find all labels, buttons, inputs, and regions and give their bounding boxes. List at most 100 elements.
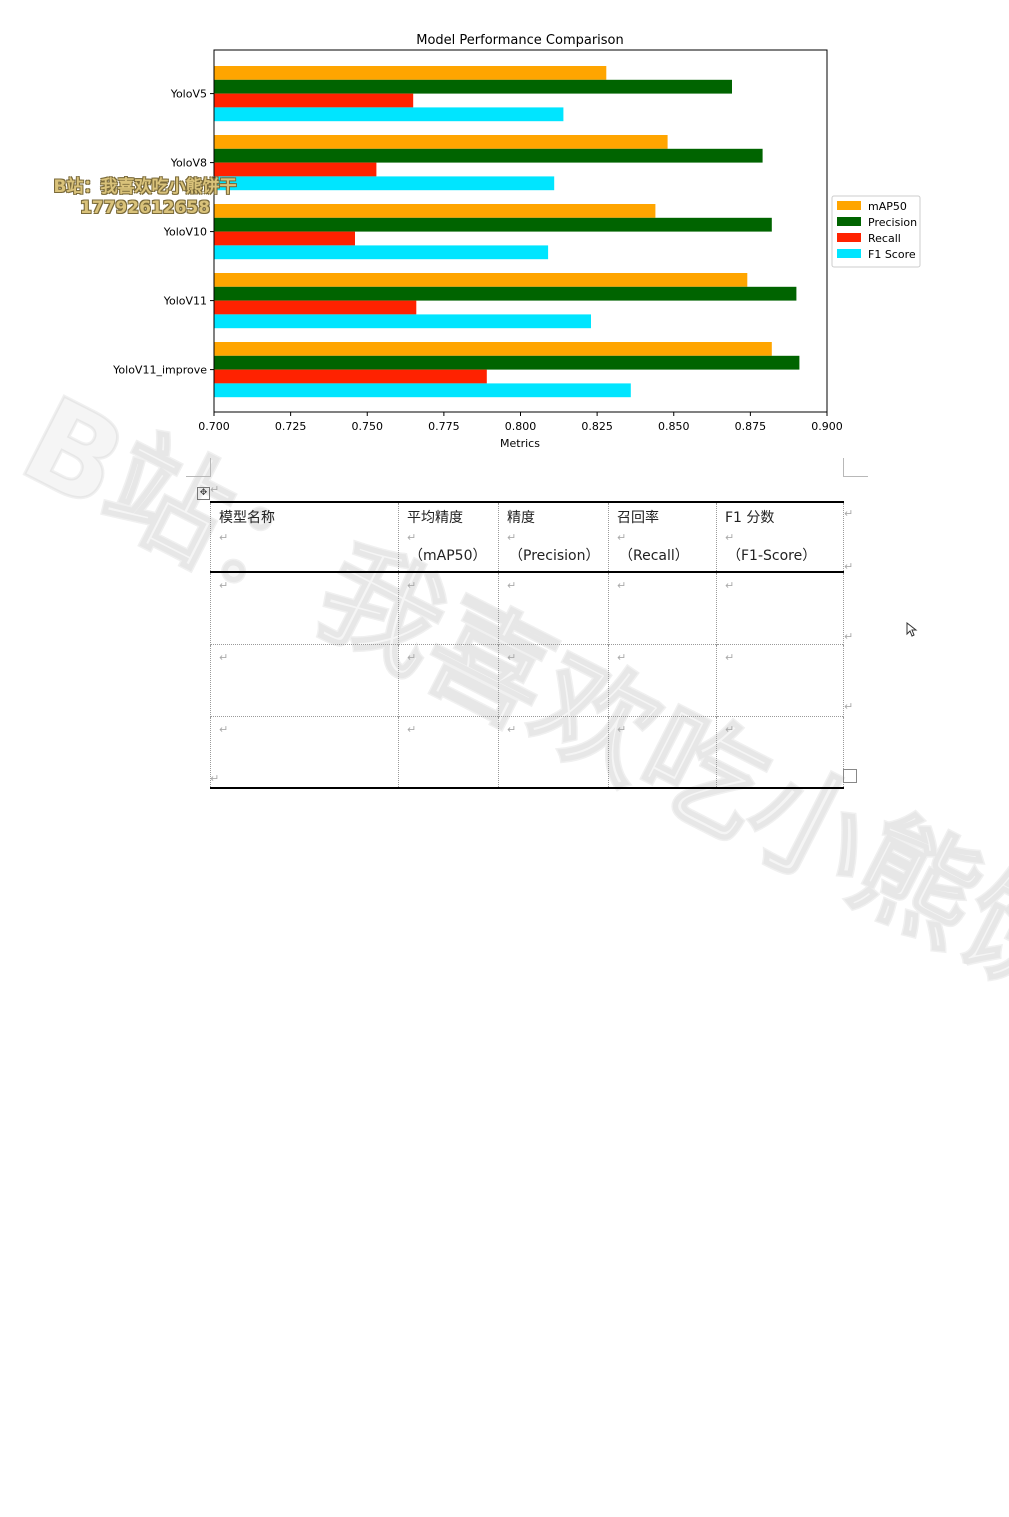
x-tick-label: 0.850 <box>658 420 690 433</box>
table-cell[interactable]: ↵ <box>716 716 844 788</box>
header-label: 模型名称 <box>219 510 275 526</box>
header-cell[interactable]: 平均精度 ↵ （mAP50） <box>398 502 499 572</box>
legend-label: F1 Score <box>868 248 916 261</box>
table-move-handle-icon[interactable]: ✥ <box>197 487 210 500</box>
paragraph-mark: ↵ <box>507 531 517 544</box>
table-row: ↵ ↵ ↵ ↵ ↵ <box>210 572 844 644</box>
table-cell[interactable]: ↵ <box>398 644 499 716</box>
paragraph-mark: ↵ <box>617 650 627 664</box>
table-cell[interactable]: ↵ <box>716 572 844 644</box>
table-cell[interactable]: ↵ <box>608 644 717 716</box>
table-row: ↵ ↵ ↵ ↵ ↵ <box>210 716 844 788</box>
x-tick-label: 0.725 <box>275 420 307 433</box>
bar-recall-yolov11 <box>214 300 417 315</box>
bar-map50-yolov11 <box>214 273 748 287</box>
table-cell[interactable]: ↵ <box>608 716 717 788</box>
bar-f1-score-yolov11_improve <box>214 383 631 398</box>
legend-swatch <box>837 201 861 210</box>
row-end-mark: ↵ <box>844 630 854 643</box>
table-resize-handle[interactable] <box>843 769 857 783</box>
paragraph-mark: ↵ <box>219 531 229 544</box>
bar-recall-yolov11_improve <box>214 369 487 384</box>
header-cell[interactable]: 模型名称 ↵ <box>210 502 399 572</box>
header-sublabel: （Recall） <box>619 548 689 564</box>
paragraph-mark: ↵ <box>210 483 220 496</box>
legend-label: Precision <box>868 216 917 229</box>
paragraph-mark: ↵ <box>507 722 517 736</box>
paragraph-mark: ↵ <box>507 650 517 664</box>
table-header-row: 模型名称 ↵ 平均精度 ↵ （mAP50） 精度 ↵ （Precision） 召回率 ↵ （Reca… <box>210 502 844 572</box>
bar-map50-yolov8 <box>214 135 668 149</box>
bar-map50-yolov10 <box>214 204 656 218</box>
bar-recall-yolov10 <box>214 231 355 246</box>
bar-map50-yolov5 <box>214 66 607 80</box>
row-end-mark: ↵ <box>844 560 854 573</box>
table-cell[interactable]: ↵ <box>608 572 717 644</box>
x-tick-label: 0.750 <box>352 420 384 433</box>
table-row: ↵ ↵ ↵ ↵ ↵ <box>210 644 844 716</box>
paragraph-mark: ↵ <box>725 579 735 592</box>
header-cell[interactable]: 精度 ↵ （Precision） <box>498 502 609 572</box>
page-corner-top-right <box>843 458 868 477</box>
bar-precision-yolov5 <box>214 79 732 94</box>
x-tick-label: 0.825 <box>581 420 613 433</box>
x-tick-label: 0.775 <box>428 420 460 433</box>
bar-map50-yolov11_improve <box>214 342 772 356</box>
paragraph-mark: ↵ <box>617 531 627 544</box>
bar-precision-yolov11_improve <box>214 355 800 370</box>
legend-swatch <box>837 217 861 226</box>
metrics-table[interactable]: 模型名称 ↵ 平均精度 ↵ （mAP50） 精度 ↵ （Precision） 召回率 ↵ （Reca… <box>210 501 844 789</box>
legend-label: mAP50 <box>868 200 907 213</box>
chart-title: Model Performance Comparison <box>416 33 624 48</box>
bar-recall-yolov8 <box>214 162 377 177</box>
bar-f1-score-yolov11 <box>214 314 591 329</box>
table-cell[interactable]: ↵ <box>498 716 609 788</box>
paragraph-mark: ↵ <box>617 579 627 592</box>
table-cell[interactable]: ↵ <box>210 572 399 644</box>
row-end-mark: ↵ <box>844 507 854 520</box>
paragraph-mark: ↵ <box>407 722 417 736</box>
paragraph-mark: ↵ <box>219 650 229 664</box>
mouse-cursor-icon <box>906 622 918 637</box>
x-tick-label: 0.800 <box>505 420 537 433</box>
table-cell[interactable]: ↵ <box>210 644 399 716</box>
y-tick-label: YoloV11 <box>163 295 207 308</box>
page-corner-top-left <box>186 458 211 477</box>
header-cell[interactable]: 召回率 ↵ （Recall） <box>608 502 717 572</box>
legend-swatch <box>837 249 861 258</box>
x-tick-label: 0.700 <box>198 420 230 433</box>
header-sublabel: （Precision） <box>509 548 600 564</box>
bar-f1-score-yolov5 <box>214 107 564 122</box>
header-sublabel: （F1-Score） <box>727 548 817 564</box>
table-cell[interactable]: ↵ <box>398 572 499 644</box>
header-cell[interactable]: F1 分数 ↵ （F1-Score） <box>716 502 844 572</box>
paragraph-mark: ↵ <box>507 579 517 592</box>
header-label: F1 分数 <box>725 510 775 526</box>
paragraph-mark: ↵ <box>407 579 417 592</box>
y-tick-label: YoloV5 <box>170 88 207 101</box>
paragraph-mark: ↵ <box>407 531 417 544</box>
table-cell[interactable]: ↵ <box>498 644 609 716</box>
header-label: 平均精度 <box>407 510 463 526</box>
performance-chart: YoloV5 YoloV8 YoloV10 YoloV11 YoloV11_improv… <box>112 33 921 450</box>
header-sublabel: （mAP50） <box>409 548 487 564</box>
y-tick-label: YoloV10 <box>163 226 207 239</box>
paragraph-mark: ↵ <box>725 650 735 664</box>
paragraph-mark: ↵ <box>407 650 417 664</box>
legend: mAP50 Precision Recall F1 Score <box>831 195 921 268</box>
y-tick-label: YoloV8 <box>170 157 207 170</box>
paragraph-mark: ↵ <box>725 722 735 736</box>
bar-f1-score-yolov10 <box>214 245 549 260</box>
table-cell[interactable]: ↵ <box>210 716 399 788</box>
header-label: 召回率 <box>617 510 659 526</box>
x-tick-label: 0.875 <box>735 420 767 433</box>
legend-label: Recall <box>868 232 901 245</box>
table-cell[interactable]: ↵ <box>398 716 499 788</box>
table-cell[interactable]: ↵ <box>498 572 609 644</box>
paragraph-mark: ↵ <box>219 722 229 736</box>
row-end-mark: ↵ <box>844 700 854 713</box>
paragraph-mark: ↵ <box>210 772 220 785</box>
table-cell[interactable]: ↵ <box>716 644 844 716</box>
axes-layer: YoloV5 YoloV8 YoloV10 YoloV11 YoloV11_improv… <box>112 88 843 433</box>
legend-swatch <box>837 233 861 242</box>
